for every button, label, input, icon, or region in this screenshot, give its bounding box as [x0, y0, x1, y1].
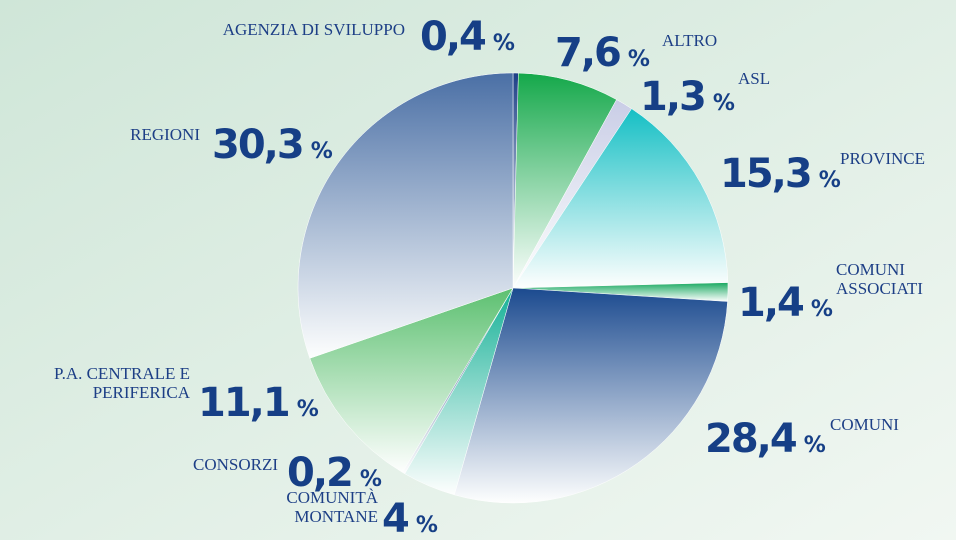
slice-category: AGENZIA DI SVILUPPO — [223, 20, 405, 39]
value-unit: % — [811, 297, 833, 322]
value-number: 0,2 — [287, 450, 352, 496]
value-label: 7,6% — [555, 30, 650, 76]
value-label: 4% — [382, 496, 438, 540]
value-unit: % — [819, 168, 841, 193]
value-label: 28,4% — [705, 416, 826, 462]
value-number: 11,1 — [198, 380, 289, 426]
value-label: 30,3% — [212, 122, 333, 168]
value-label: 0,2% — [287, 450, 382, 496]
slice-category: CONSORZI — [193, 455, 278, 474]
value-label: 1,3% — [640, 74, 735, 120]
value-number: 28,4 — [705, 416, 796, 462]
slice-category: ASL — [738, 69, 770, 88]
value-number: 7,6 — [555, 30, 620, 76]
value-unit: % — [628, 47, 650, 72]
pie-slice — [309, 287, 514, 473]
value-number: 4 — [382, 496, 408, 540]
value-number: 1,4 — [738, 280, 803, 326]
slice-category: P.A. CENTRALE E PERIFERICA — [54, 364, 191, 402]
value-unit: % — [804, 433, 826, 458]
value-unit: % — [493, 31, 515, 56]
slice-category: ALTRO — [662, 31, 717, 50]
value-number: 15,3 — [720, 151, 811, 197]
slice-category: COMUNITÀ MONTANE — [286, 488, 378, 526]
pie-slice — [297, 72, 514, 359]
slice-category: PROVINCE — [840, 149, 925, 168]
slice-category: REGIONI — [130, 125, 200, 144]
slice-category: COMUNI — [830, 415, 899, 434]
value-unit: % — [311, 139, 333, 164]
value-number: 30,3 — [212, 122, 303, 168]
pie-slice — [512, 108, 729, 289]
value-label: 0,4% — [420, 14, 515, 60]
value-label: 1,4% — [738, 280, 833, 326]
pie-slice — [454, 287, 728, 504]
value-number: 1,3 — [640, 74, 705, 120]
pie-slice — [512, 72, 617, 289]
value-label: 15,3% — [720, 151, 841, 197]
value-label: 11,1% — [198, 380, 319, 426]
value-unit: % — [713, 91, 735, 116]
value-unit: % — [297, 397, 319, 422]
value-unit: % — [416, 513, 438, 538]
value-number: 0,4 — [420, 14, 485, 60]
value-unit: % — [360, 467, 382, 492]
slice-category: COMUNI ASSOCIATI — [836, 260, 923, 298]
